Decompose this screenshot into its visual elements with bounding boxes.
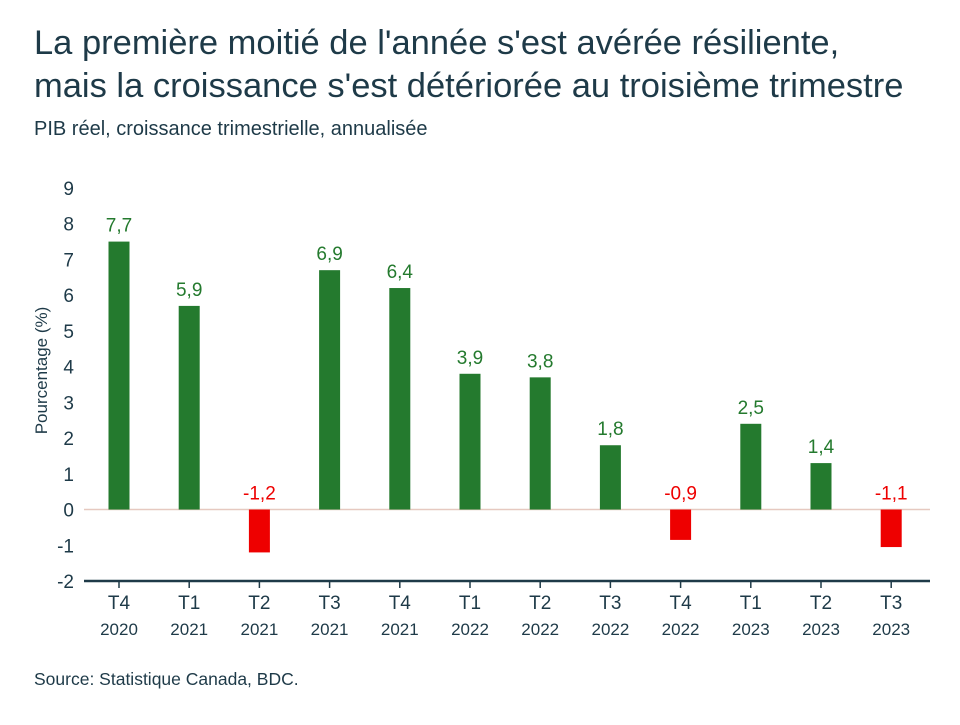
x-tick-year: 2021 — [381, 620, 419, 639]
x-tick-year: 2020 — [100, 620, 138, 639]
data-label: 3,8 — [527, 351, 553, 372]
bars — [108, 241, 902, 553]
bar-t4-2020 — [108, 241, 130, 510]
x-tick-year: 2022 — [451, 620, 489, 639]
bar-t3-2023 — [880, 509, 902, 548]
bar-t3-2021 — [319, 270, 341, 510]
x-tick-quarter: T2 — [529, 593, 551, 614]
bar-t4-2021 — [389, 288, 411, 510]
y-tick-label: 0 — [63, 501, 74, 522]
y-tick-label: 9 — [63, 179, 74, 200]
source-note: Source: Statistique Canada, BDC. — [34, 669, 299, 689]
y-tick-label: 1 — [63, 465, 74, 486]
data-label: 1,4 — [808, 437, 835, 458]
chart-title: La première moitié de l'année s'est avér… — [34, 22, 954, 108]
y-tick-label: -1 — [57, 536, 74, 557]
x-axis-ticks: T4 2020 T1 2021 T2 2021 T3 2021 T4 2021 T1 2022 T2 20… — [100, 581, 910, 639]
data-label: 3,9 — [457, 348, 483, 369]
x-tick-year: 2021 — [170, 620, 208, 639]
x-tick-year: 2023 — [872, 620, 910, 639]
data-labels: 7,7 5,9 -1,2 6,9 6,4 3,9 3,8 1,8 -0,9 2,5 1,4 -1,1 — [106, 216, 908, 505]
bar-t4-2022 — [670, 509, 692, 540]
data-label: 7,7 — [106, 216, 132, 237]
x-tick-quarter: T1 — [459, 593, 481, 614]
x-tick-quarter: T4 — [108, 593, 131, 614]
bar-t1-2021 — [178, 305, 200, 510]
x-tick-quarter: T2 — [810, 593, 832, 614]
x-tick-quarter: T1 — [178, 593, 200, 614]
y-tick-label: 4 — [63, 358, 74, 379]
x-tick-year: 2023 — [732, 620, 770, 639]
y-tick-label: -2 — [57, 572, 74, 593]
x-tick-year: 2022 — [662, 620, 700, 639]
x-tick-year: 2022 — [521, 620, 559, 639]
bar-t3-2022 — [599, 445, 621, 510]
y-tick-label: 3 — [63, 393, 74, 414]
data-label: 6,4 — [387, 262, 414, 283]
data-label: -0,9 — [664, 484, 697, 505]
y-axis-ticks: 9 8 7 6 5 4 3 2 1 0 -1 -2 — [57, 179, 74, 593]
data-label: 6,9 — [316, 244, 342, 265]
data-label: 2,5 — [738, 398, 764, 419]
title-line-1: La première moitié de l'année s'est avér… — [34, 24, 840, 62]
bar-t2-2022 — [529, 377, 551, 510]
bar-t2-2021 — [248, 509, 270, 553]
y-tick-label: 7 — [63, 250, 74, 271]
chart-subtitle: PIB réel, croissance trimestrielle, annu… — [34, 118, 428, 140]
x-tick-quarter: T1 — [740, 593, 762, 614]
x-tick-quarter: T4 — [670, 593, 693, 614]
x-tick-quarter: T3 — [319, 593, 341, 614]
x-tick-quarter: T4 — [389, 593, 412, 614]
x-tick-quarter: T2 — [248, 593, 270, 614]
bar-t1-2023 — [740, 423, 762, 510]
y-tick-label: 6 — [63, 286, 74, 307]
data-label: -1,1 — [875, 484, 908, 505]
data-label: -1,2 — [243, 484, 276, 505]
y-axis-label: Pourcentage (%) — [32, 307, 51, 435]
bar-t2-2023 — [810, 463, 832, 510]
data-label: 5,9 — [176, 280, 202, 301]
y-tick-label: 8 — [63, 215, 74, 236]
x-tick-quarter: T3 — [880, 593, 902, 614]
x-tick-year: 2023 — [802, 620, 840, 639]
title-line-2: mais la croissance s'est détériorée au t… — [34, 67, 904, 105]
x-tick-year: 2022 — [591, 620, 629, 639]
bar-t1-2022 — [459, 373, 481, 510]
data-label: 1,8 — [597, 419, 623, 440]
x-tick-year: 2021 — [240, 620, 278, 639]
y-tick-label: 5 — [63, 322, 74, 343]
x-tick-quarter: T3 — [599, 593, 621, 614]
x-tick-year: 2021 — [311, 620, 349, 639]
y-tick-label: 2 — [63, 429, 74, 450]
